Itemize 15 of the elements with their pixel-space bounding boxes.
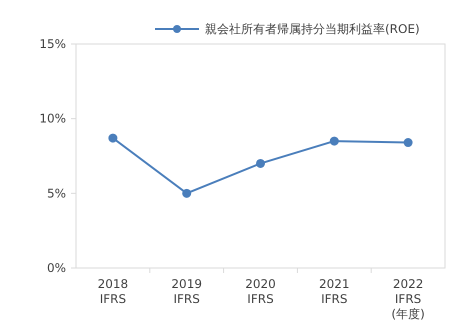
legend-label: 親会社所有者帰属持分当期利益率(ROE) bbox=[205, 22, 420, 36]
x-tick-label: 2022 IFRS (年度) bbox=[391, 277, 425, 321]
y-tick-label: 10% bbox=[39, 112, 66, 126]
x-tick-label: 2019 IFRS bbox=[171, 277, 202, 306]
point bbox=[404, 138, 413, 148]
y-tick-label: 15% bbox=[39, 37, 66, 51]
x-tick-label: 2018 IFRS bbox=[98, 277, 128, 306]
point bbox=[256, 158, 265, 168]
y-tick-label: 0% bbox=[46, 261, 66, 275]
point bbox=[330, 136, 339, 146]
point bbox=[182, 188, 192, 198]
x-tick-label: 2020 IFRS bbox=[245, 277, 276, 306]
x-tick-label: 2021 IFRS bbox=[319, 277, 350, 306]
y-tick-label: 5% bbox=[46, 186, 66, 200]
point bbox=[108, 134, 118, 143]
